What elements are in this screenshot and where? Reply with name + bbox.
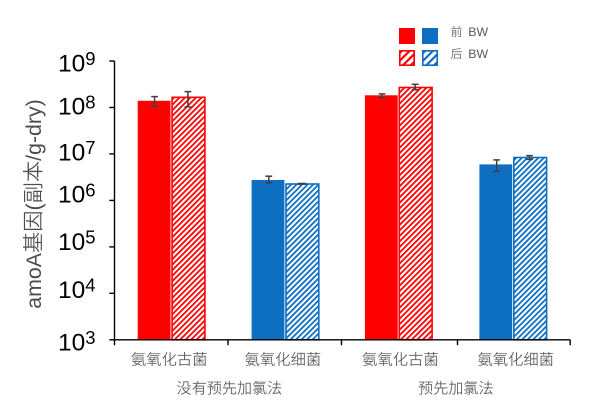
svg-text:BW: BW (468, 47, 488, 61)
svg-text:103: 103 (58, 327, 96, 356)
svg-text:104: 104 (58, 275, 96, 304)
svg-text:amoA: amoA (22, 252, 46, 308)
svg-text:BW: BW (468, 25, 488, 39)
svg-text:106: 106 (58, 179, 96, 208)
svg-text:109: 109 (58, 48, 96, 77)
svg-text:107: 107 (58, 137, 96, 166)
svg-text:105: 105 (58, 227, 96, 256)
svg-text:108: 108 (58, 91, 96, 120)
svg-text:(: ( (22, 203, 46, 210)
svg-text:/g-dry): /g-dry) (22, 99, 46, 161)
